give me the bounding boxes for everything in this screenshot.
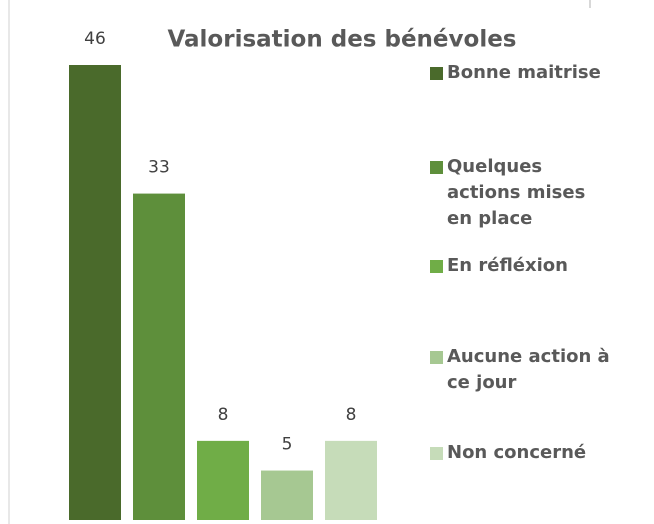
legend-label: Bonne maitrise — [447, 62, 601, 83]
legend-label: Aucune action à ce jour — [447, 346, 610, 393]
legend-item: Aucune action à ce jour — [430, 344, 615, 396]
legend-swatch — [430, 161, 443, 174]
bar — [133, 193, 185, 520]
legend-item: Quelques actions mises en place — [430, 154, 615, 232]
legend-label: En réfléxion — [447, 255, 568, 276]
data-label: 5 — [282, 435, 293, 455]
data-label: 46 — [84, 29, 106, 49]
bar — [69, 65, 121, 520]
legend-swatch — [430, 260, 443, 273]
data-label: 33 — [148, 158, 170, 178]
chart-title: Valorisation des bénévoles — [167, 27, 516, 53]
bar — [325, 440, 377, 520]
legend-swatch — [430, 67, 443, 80]
legend-swatch — [430, 447, 443, 460]
legend-item: Bonne maitrise — [430, 60, 615, 86]
legend-item: Non concerné — [430, 440, 615, 466]
bar — [261, 470, 313, 520]
legend-label: Quelques actions mises en place — [447, 156, 586, 229]
data-label: 8 — [346, 405, 357, 425]
legend-swatch — [430, 351, 443, 364]
bar — [197, 440, 249, 520]
legend-label: Non concerné — [447, 442, 587, 463]
data-label: 8 — [218, 405, 229, 425]
legend-item: En réfléxion — [430, 253, 615, 279]
